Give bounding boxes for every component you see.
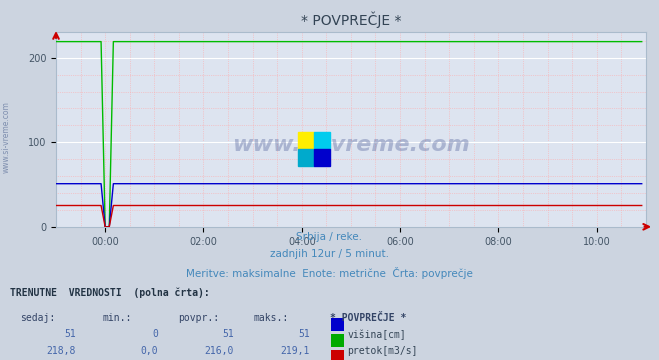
Text: zadnjih 12ur / 5 minut.: zadnjih 12ur / 5 minut.	[270, 249, 389, 260]
Text: 218,8: 218,8	[46, 346, 76, 356]
Text: 219,1: 219,1	[280, 346, 310, 356]
Text: višina[cm]: višina[cm]	[347, 329, 406, 340]
Text: min.:: min.:	[102, 313, 132, 323]
Text: sedaj:: sedaj:	[20, 313, 55, 323]
Text: * POVPREČJE *: * POVPREČJE *	[330, 313, 406, 323]
Bar	[298, 132, 314, 149]
Text: maks.:: maks.:	[254, 313, 289, 323]
Bar	[314, 149, 330, 166]
Text: Srbija / reke.: Srbija / reke.	[297, 232, 362, 242]
Text: 51: 51	[64, 329, 76, 339]
Bar	[314, 132, 330, 149]
Text: 0,0: 0,0	[140, 346, 158, 356]
Text: TRENUTNE  VREDNOSTI  (polna črta):: TRENUTNE VREDNOSTI (polna črta):	[10, 288, 210, 298]
Title: * POVPREČJE *: * POVPREČJE *	[301, 12, 401, 28]
Text: www.si-vreme.com: www.si-vreme.com	[2, 101, 11, 173]
Text: www.si-vreme.com: www.si-vreme.com	[232, 135, 470, 155]
Text: pretok[m3/s]: pretok[m3/s]	[347, 346, 418, 356]
Text: 51: 51	[222, 329, 234, 339]
Text: Meritve: maksimalne  Enote: metrične  Črta: povprečje: Meritve: maksimalne Enote: metrične Črta…	[186, 267, 473, 279]
Bar	[298, 149, 314, 166]
Text: 216,0: 216,0	[204, 346, 234, 356]
Text: 51: 51	[298, 329, 310, 339]
Text: povpr.:: povpr.:	[178, 313, 219, 323]
Text: 0: 0	[152, 329, 158, 339]
